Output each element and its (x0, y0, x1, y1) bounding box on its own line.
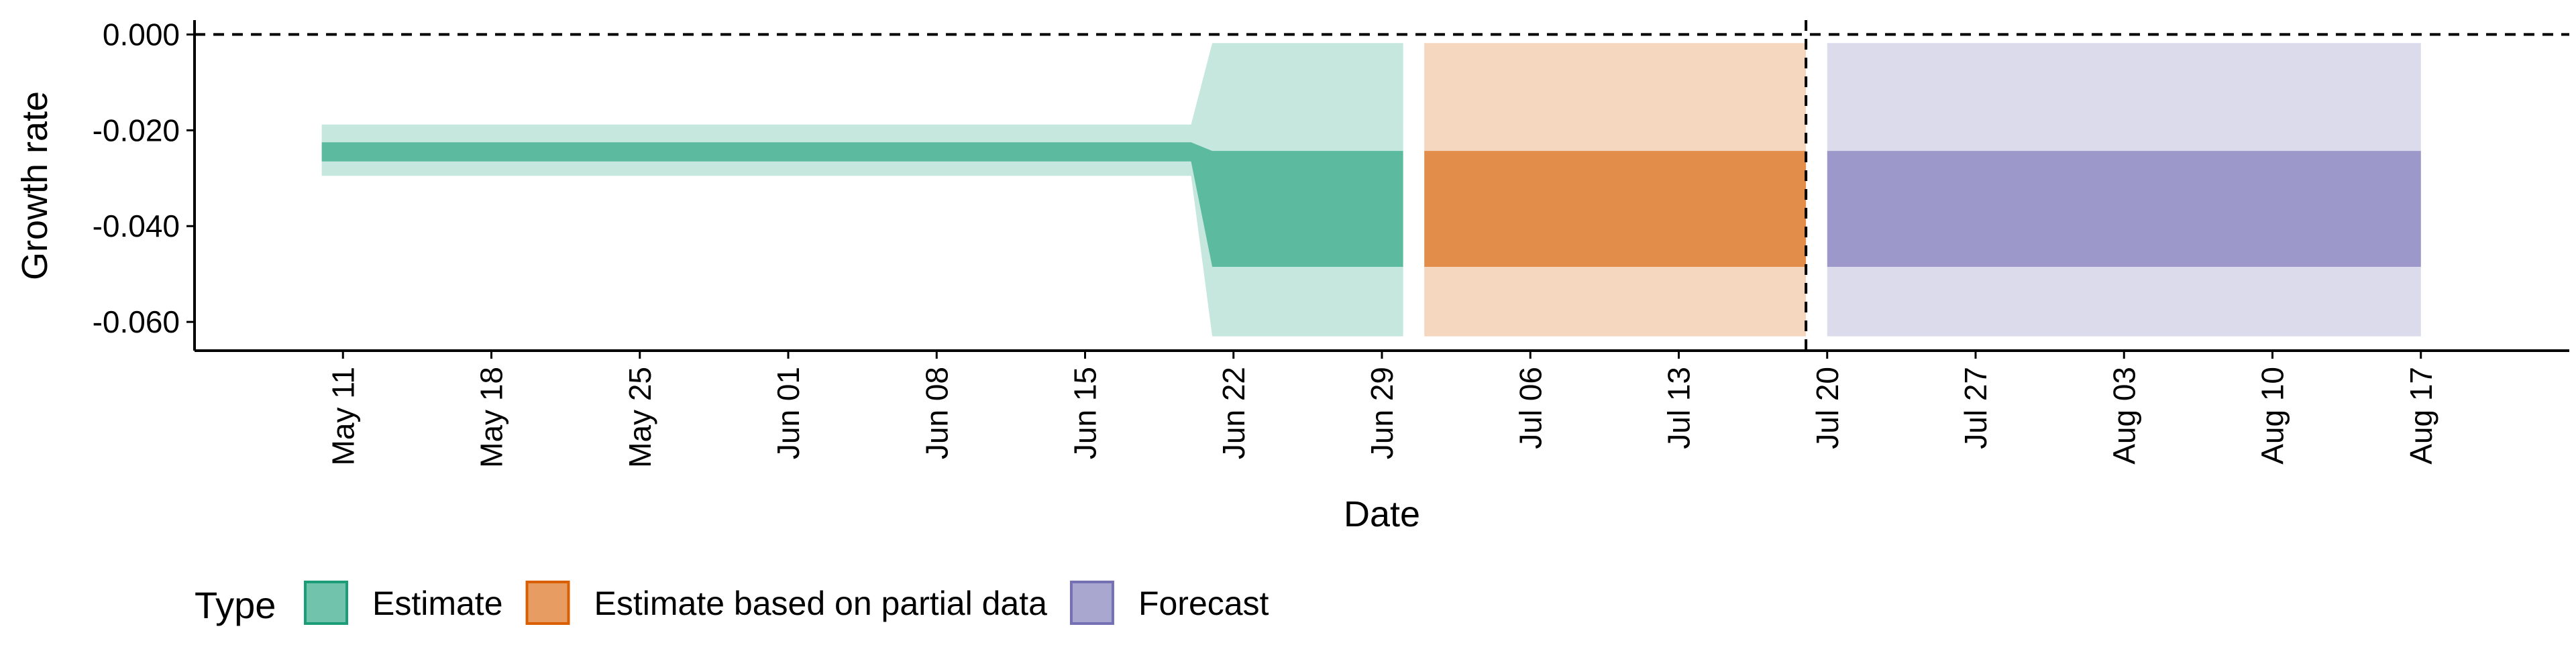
axes-layer: 0.000 -0.020 -0.040 -0.060 May 11 May 18 May 2… (93, 17, 2569, 468)
x-tick-label: Jun 15 (1068, 367, 1103, 459)
x-tick-label: Jul 27 (1958, 367, 1993, 449)
legend-label: Estimate (372, 585, 503, 622)
legend-label: Forecast (1138, 585, 1269, 622)
x-tick-label: May 18 (474, 367, 509, 468)
x-tick-label: Jun 29 (1364, 367, 1399, 459)
forecast-50-band (1827, 151, 2421, 267)
y-tick-label: -0.060 (93, 304, 180, 339)
estimate-90-band (321, 43, 1403, 337)
legend-swatch (1069, 581, 1114, 625)
y-axis-title: Growth rate (15, 91, 55, 280)
band-layer (321, 43, 2421, 337)
x-tick-label: Jul 13 (1662, 367, 1697, 449)
legend-label: Estimate based on partial data (594, 585, 1048, 622)
x-tick-label: Jul 20 (1810, 367, 1845, 449)
legend-title: Type (195, 584, 276, 626)
x-tick-label: Jun 08 (919, 367, 954, 459)
x-tick-label: Jun 01 (771, 367, 806, 459)
reference-line-layer (195, 20, 2569, 351)
x-tick-label: Aug 10 (2255, 367, 2290, 465)
legend: Type Estimate Estimate based on partial d… (195, 581, 1269, 626)
legend-swatch (304, 581, 348, 625)
legend-swatch (525, 581, 570, 625)
x-tick-label: May 11 (325, 367, 360, 465)
x-tick-label: May 25 (623, 367, 657, 468)
y-tick-label: 0.000 (103, 17, 180, 52)
y-tick-label: -0.020 (93, 113, 180, 148)
estimate-based-on-partial-data-50-band (1424, 151, 1807, 267)
x-tick-label: Aug 17 (2404, 367, 2438, 465)
x-tick-label: Aug 03 (2106, 367, 2141, 465)
x-axis-title: Date (1344, 494, 1420, 534)
x-tick-label: Jun 22 (1216, 367, 1251, 459)
legend-item-forecast: Forecast (1069, 581, 1269, 625)
legend-item-estimate-based-on-partial-data: Estimate based on partial data (525, 581, 1048, 625)
x-tick-label: Jul 06 (1513, 367, 1548, 449)
y-tick-label: -0.040 (93, 209, 180, 243)
legend-item-estimate: Estimate (304, 581, 503, 625)
estimate-50-band (321, 142, 1403, 267)
